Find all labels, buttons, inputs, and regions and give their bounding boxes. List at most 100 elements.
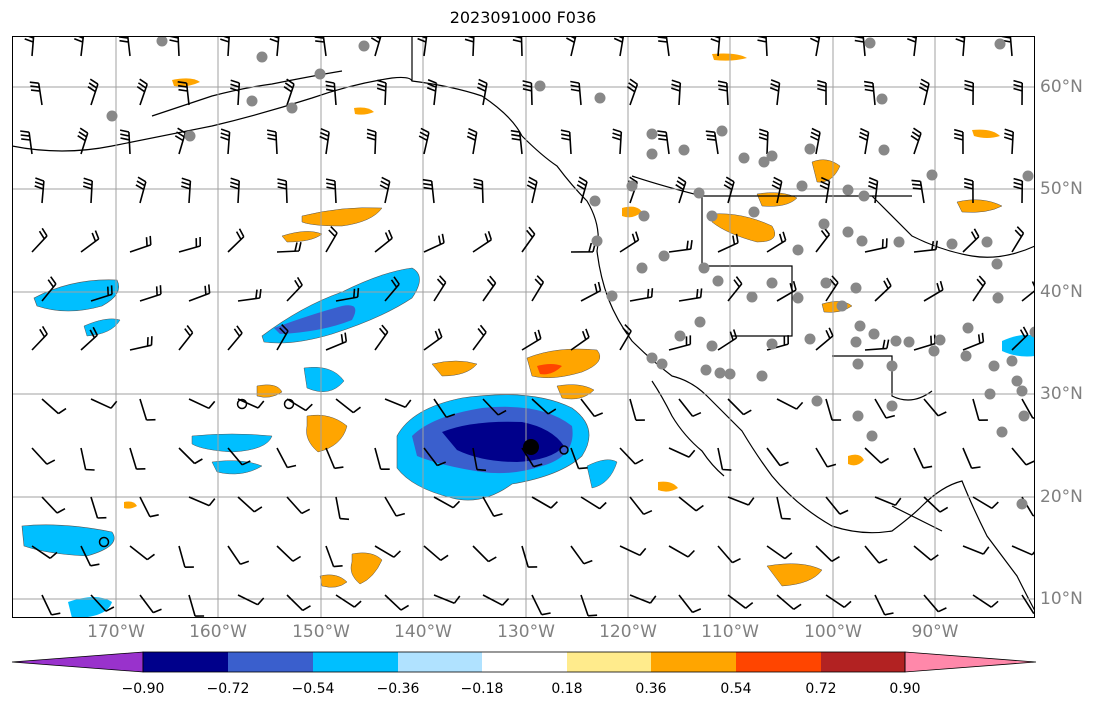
wind-barb xyxy=(671,79,682,106)
wind-barb xyxy=(472,231,493,253)
wind-barb xyxy=(1021,594,1035,615)
station-dot xyxy=(314,68,326,80)
station-dot xyxy=(991,258,1003,270)
wind-barb xyxy=(874,594,894,616)
lat-label: 30°N xyxy=(1040,384,1083,404)
wind-barb xyxy=(678,288,703,302)
wind-barb xyxy=(90,285,113,302)
wind-barb xyxy=(423,233,445,253)
station-dot xyxy=(534,80,546,92)
wind-barb xyxy=(464,36,475,57)
wind-barb xyxy=(80,230,100,253)
lat-label: 50°N xyxy=(1040,179,1083,199)
wind-barb xyxy=(776,594,802,610)
open-circle-marker xyxy=(236,398,248,410)
wind-barb xyxy=(874,398,896,419)
wind-barb xyxy=(80,545,100,567)
wind-barb xyxy=(705,130,719,155)
wind-barb xyxy=(771,176,783,204)
station-dot xyxy=(693,187,705,199)
wind-barb xyxy=(626,176,638,204)
colorbar-segment xyxy=(736,652,821,672)
wind-barb xyxy=(325,226,338,253)
wind-barb xyxy=(678,496,704,512)
station-dot xyxy=(876,93,888,105)
wind-barb xyxy=(34,177,45,204)
wind-barb xyxy=(325,332,348,351)
station-dot xyxy=(656,358,668,370)
wind-barb xyxy=(717,447,732,471)
wind-barb xyxy=(417,36,428,57)
colorbar-segment xyxy=(821,652,905,672)
station-dot xyxy=(700,364,712,376)
wind-barb xyxy=(418,127,430,155)
station-dot xyxy=(984,388,996,400)
wind-barb xyxy=(668,545,695,558)
wind-barb xyxy=(629,288,654,302)
wind-barb xyxy=(874,496,902,507)
wind-barb xyxy=(825,496,849,515)
lon-label: 110°W xyxy=(701,622,759,642)
wind-barb xyxy=(472,324,487,351)
wind-barb xyxy=(619,231,640,253)
wind-barb xyxy=(283,78,295,106)
wind-barb xyxy=(227,228,245,253)
wind-barb xyxy=(379,176,391,204)
wind-barb xyxy=(717,329,738,351)
wind-barb xyxy=(276,545,302,562)
wind-barb xyxy=(963,177,974,204)
wind-barb xyxy=(619,324,632,351)
wind-barb xyxy=(237,289,262,302)
wind-barb xyxy=(129,545,155,561)
wind-barb xyxy=(422,178,435,204)
wind-barb xyxy=(612,128,623,155)
lon-label: 150°W xyxy=(292,622,350,642)
station-dot xyxy=(589,195,601,207)
wind-barb xyxy=(169,36,180,57)
station-dot xyxy=(864,37,876,49)
station-dot xyxy=(818,218,830,230)
wind-barb xyxy=(570,328,590,351)
wind-barb xyxy=(423,328,443,351)
wind-barb xyxy=(286,594,311,612)
wind-barb xyxy=(476,78,488,106)
wind-barb xyxy=(817,79,827,105)
wind-barb xyxy=(918,78,930,106)
wind-barb xyxy=(31,325,48,351)
wind-barb xyxy=(319,127,330,155)
wind-barb xyxy=(90,398,118,409)
station-dot xyxy=(886,360,898,372)
open-circle-marker xyxy=(559,445,569,455)
station-dot xyxy=(1022,170,1034,182)
station-dot xyxy=(706,210,718,222)
wind-barb xyxy=(139,594,162,614)
station-dot xyxy=(886,400,898,412)
storm-center-marker xyxy=(523,439,539,455)
wind-barb xyxy=(384,276,400,302)
lon-label: 120°W xyxy=(599,622,657,642)
colorbar-tick-label: −0.90 xyxy=(121,681,165,697)
wind-barb xyxy=(766,545,793,560)
station-dot xyxy=(714,367,726,379)
wind-barb xyxy=(374,324,389,351)
wind-barb xyxy=(178,447,203,465)
coastlines xyxy=(12,36,1035,612)
wind-barb xyxy=(512,36,523,57)
wind-barb xyxy=(560,129,572,155)
wind-barb xyxy=(482,496,503,517)
wind-barb xyxy=(758,128,769,155)
wind-barb xyxy=(482,594,510,606)
wind-barb xyxy=(531,398,557,415)
wind-barb xyxy=(531,594,551,616)
colorbar-segment xyxy=(482,652,567,672)
wind-barb xyxy=(472,545,497,563)
colorbar-segment xyxy=(228,652,313,672)
wind-barb xyxy=(910,127,922,155)
colorbar xyxy=(11,651,1037,673)
wind-barb xyxy=(570,545,593,565)
wind-barb xyxy=(384,594,410,611)
wind-barb xyxy=(863,80,876,106)
wind-barb xyxy=(668,447,696,458)
wind-barb xyxy=(810,127,821,155)
wind-barb xyxy=(629,594,657,604)
